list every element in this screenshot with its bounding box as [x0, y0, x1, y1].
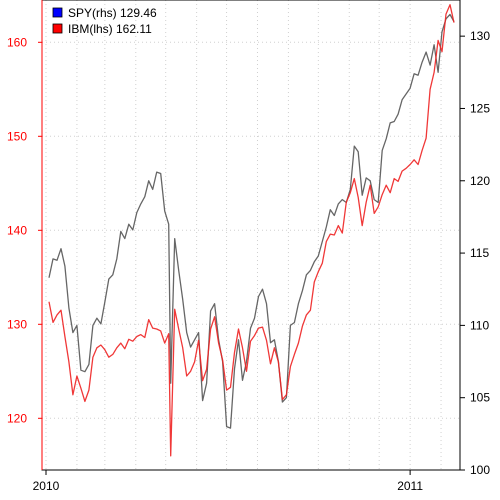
left-axis-tick-label: 130: [7, 317, 27, 331]
right-axis-tick-label: 120: [470, 174, 490, 188]
legend-label: IBM(lhs) 162.11: [68, 22, 152, 36]
left-axis-tick-label: 140: [7, 223, 27, 237]
right-axis: 100 105 110 115 120 125 130: [460, 29, 490, 477]
left-axis: 120 130 140 150 160: [7, 0, 43, 470]
legend-swatch: [52, 23, 63, 34]
spy-series-line: [48, 13, 455, 429]
series-layer: [48, 4, 455, 457]
right-axis-tick-label: 130: [470, 29, 490, 43]
right-axis-tick-label: 125: [470, 101, 490, 115]
left-axis-tick-label: 120: [7, 411, 27, 425]
right-axis-tick-label: 105: [470, 391, 490, 405]
legend-label: SPY(rhs) 129.46: [68, 6, 157, 20]
left-axis-tick-label: 150: [7, 129, 27, 143]
legend-swatch: [52, 7, 63, 18]
x-axis: 2010 2011: [33, 470, 423, 493]
ibm-series-line: [48, 4, 455, 457]
grid-lines: [42, 0, 460, 470]
x-axis-tick-label: 2010: [33, 479, 60, 493]
right-axis-tick-label: 115: [470, 246, 489, 260]
plot-frame: [41, 0, 461, 471]
x-axis-tick-label: 2011: [397, 479, 423, 493]
right-axis-tick-label: 100: [470, 463, 490, 477]
legend: SPY(rhs) 129.46 IBM(lhs) 162.11: [52, 6, 157, 36]
right-axis-tick-label: 110: [470, 318, 489, 332]
left-axis-tick-label: 160: [7, 35, 27, 49]
